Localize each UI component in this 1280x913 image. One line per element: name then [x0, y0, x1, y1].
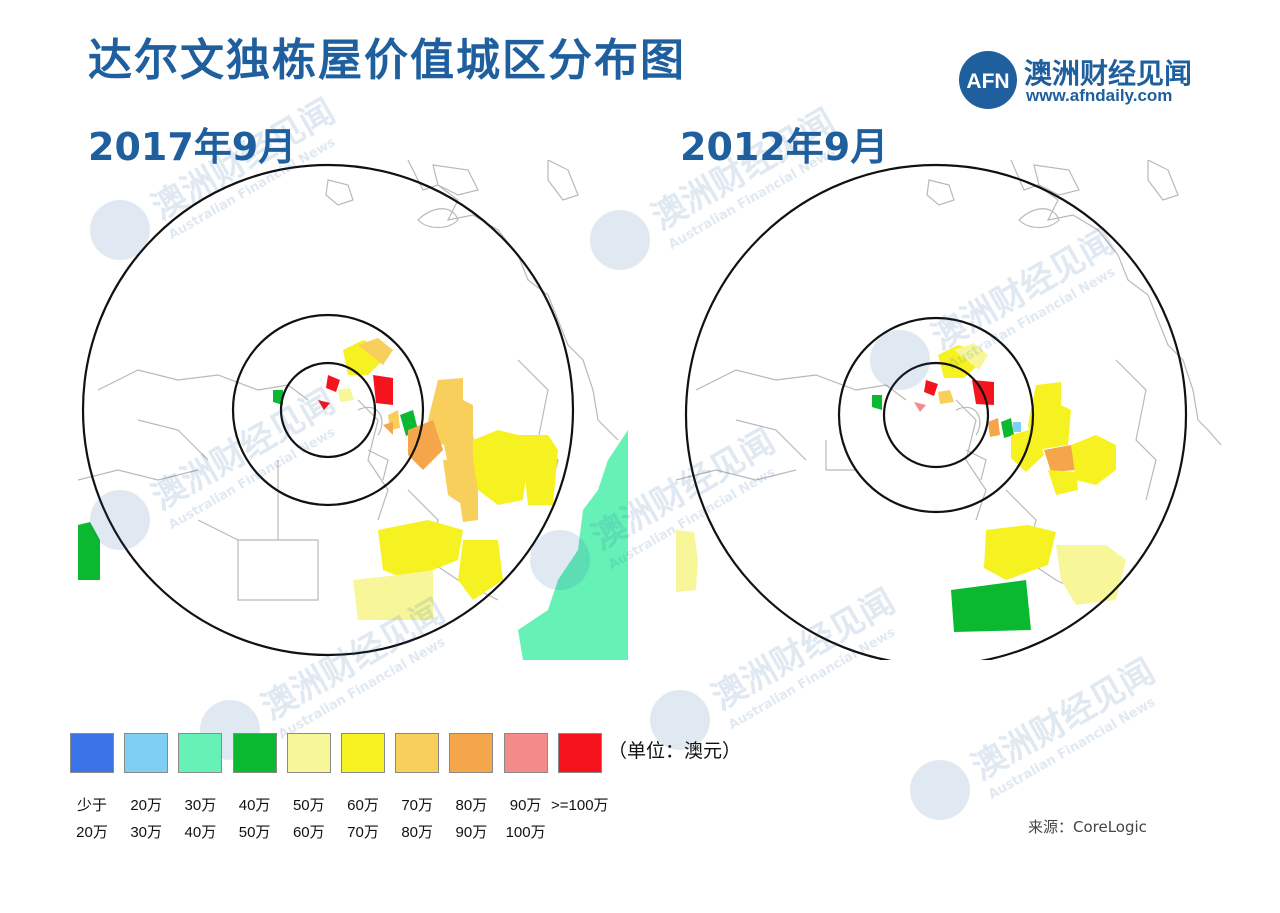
map-2012-suburbs — [676, 343, 1126, 632]
legend-label: 80万 90万 — [441, 792, 501, 846]
legend-label-line2: 30万 — [130, 824, 163, 841]
legend-label-line1: 70万 — [401, 797, 434, 814]
svg-text:澳洲财经见闻: 澳洲财经见闻 — [965, 652, 1162, 789]
legend-label-line2: 40万 — [184, 824, 217, 841]
legend-label: 少于 20万 — [62, 792, 122, 846]
legend-label: 40万 50万 — [225, 792, 285, 846]
legend-label-line1: 30万 — [184, 797, 217, 814]
legend-label: 70万 80万 — [387, 792, 447, 846]
map-2017 — [78, 160, 628, 660]
legend-label-line2: 70万 — [347, 824, 379, 841]
legend-label-line1: 90万 — [509, 797, 542, 814]
legend-swatch — [178, 733, 223, 773]
map-2017-radius-rings — [81, 163, 575, 657]
legend-swatch — [503, 733, 548, 773]
legend-swatch — [286, 733, 331, 773]
page-title: 达尔文独栋屋价值城区分布图 — [88, 35, 686, 86]
afn-logo-icon: AFN — [959, 51, 1017, 109]
legend-swatch — [232, 733, 277, 773]
legend-label: 60万 70万 — [333, 792, 393, 846]
map-2017-coastline — [78, 160, 619, 601]
legend-label: 90万 100万 — [496, 792, 556, 846]
legend-label-line1: 少于 — [76, 797, 107, 814]
legend-swatch — [395, 733, 440, 773]
legend-label-line1: 80万 — [455, 797, 488, 814]
legend-swatch — [449, 733, 494, 773]
afn-logo-text: AFN — [966, 70, 1009, 93]
data-source: 来源：CoreLogic — [1028, 818, 1147, 836]
legend-label-line2: 50万 — [238, 824, 271, 841]
legend-label-line1: 50万 — [292, 797, 325, 814]
legend-label: 50万 60万 — [279, 792, 339, 846]
legend-label-line2: 20万 — [76, 824, 108, 841]
brand-header: AFN 澳洲财经见闻 www.afndaily.com — [958, 48, 1228, 109]
legend-label: 30万 40万 — [170, 792, 230, 846]
map-date-2012: 2012年9月 — [680, 125, 889, 169]
legend-label-line1: >=100万 — [551, 797, 609, 814]
svg-text:Australian Financial News: Australian Financial News — [986, 695, 1158, 803]
legend-label: 20万 30万 — [116, 792, 176, 846]
legend-swatch — [124, 733, 169, 773]
brand-url: www.afndaily.com — [1026, 86, 1173, 105]
legend-label-line1: 20万 — [130, 797, 163, 814]
map-2012 — [676, 160, 1222, 660]
map-2012-radius-rings — [684, 163, 1188, 660]
legend-label: >=100万 — [550, 792, 610, 819]
legend-swatch — [341, 733, 385, 773]
legend-label-line2: 80万 — [401, 824, 434, 841]
legend-swatch — [70, 733, 114, 773]
legend-swatch — [557, 733, 602, 773]
map-2012-coastline — [676, 160, 1222, 601]
legend-label-line1: 40万 — [238, 797, 271, 814]
map-date-2017: 2017年9月 — [88, 125, 297, 169]
legend-unit: （单位：澳元） — [608, 740, 742, 762]
brand-name: 澳洲财经见闻 — [1024, 57, 1193, 90]
legend-label-line2: 60万 — [292, 824, 325, 841]
legend-label-line2: 100万 — [505, 824, 546, 841]
legend-label-line1: 60万 — [347, 797, 379, 814]
legend-label-line2: 90万 — [455, 824, 488, 841]
map-2017-suburbs — [78, 338, 628, 660]
